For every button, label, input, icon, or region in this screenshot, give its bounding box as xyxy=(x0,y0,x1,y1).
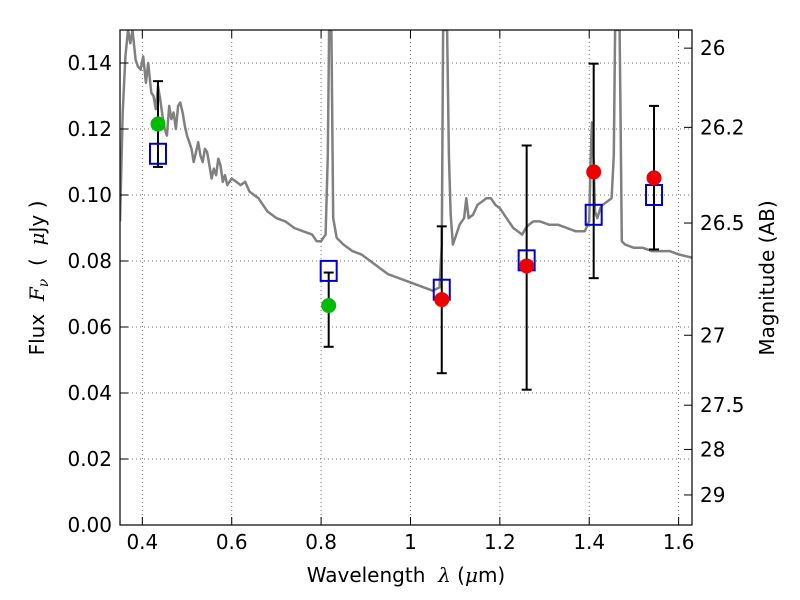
y-axis-title: Flux Fν ( μJy ) xyxy=(25,201,52,356)
observed-flux-point xyxy=(150,116,166,132)
x-tick-label: 0.6 xyxy=(216,530,248,554)
right-axis-title: Magnitude (AB) xyxy=(755,200,779,355)
right-tick-label: 26.2 xyxy=(700,115,745,139)
y-tick-label: 0.14 xyxy=(67,51,112,75)
observed-flux-point xyxy=(586,164,602,180)
y-tick-label: 0.00 xyxy=(67,513,112,537)
right-tick-label: 26 xyxy=(700,36,725,60)
observed-flux-point xyxy=(434,292,450,308)
y-tick-label: 0.04 xyxy=(67,381,112,405)
model-flux-square xyxy=(584,203,603,226)
right-tick-label: 27.5 xyxy=(700,393,745,417)
right-tick-label: 26.5 xyxy=(700,211,745,235)
model-flux-square xyxy=(319,259,338,282)
observed-flux-point xyxy=(646,170,662,186)
data-markers xyxy=(148,62,664,391)
y-tick-label: 0.06 xyxy=(67,315,112,339)
y-tick-label: 0.12 xyxy=(67,117,112,141)
right-tick-label: 27 xyxy=(700,323,725,347)
x-tick-label: 0.4 xyxy=(126,530,158,554)
y-tick-label: 0.02 xyxy=(67,447,112,471)
right-tick-label: 29 xyxy=(700,483,725,507)
y-tick-label: 0.10 xyxy=(67,183,112,207)
observed-flux-point xyxy=(321,298,337,314)
observed-flux-point xyxy=(519,258,535,274)
model-spectrum-line xyxy=(120,30,692,292)
x-tick-label: 1.4 xyxy=(573,530,605,554)
x-tick-label: 0.8 xyxy=(305,530,337,554)
axis-ticks: 0.4 0.6 0.8 1 1.2 1.4 1.6 0.00 0.02 0.04 0.06 0.08 0… xyxy=(67,30,745,554)
plot-frame xyxy=(119,29,693,526)
x-tick-label: 1.2 xyxy=(484,530,516,554)
y-tick-label: 0.08 xyxy=(67,249,112,273)
x-tick-label: 1 xyxy=(404,530,417,554)
x-tick-label: 1.6 xyxy=(663,530,695,554)
model-flux-square xyxy=(148,142,167,165)
right-tick-label: 28 xyxy=(700,437,725,461)
x-axis-title: Wavelength λ (μm) xyxy=(307,563,506,587)
